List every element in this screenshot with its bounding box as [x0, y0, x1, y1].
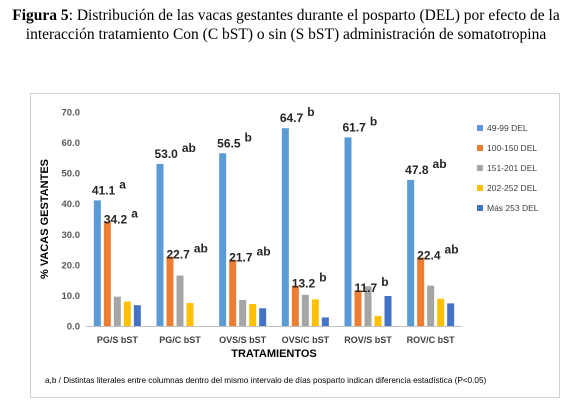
- legend-label: 49-99 DEL: [487, 123, 528, 133]
- data-label-value: 11.7: [355, 281, 378, 295]
- chart-frame: [30, 93, 560, 398]
- y-tick-label: 60.0: [62, 138, 81, 149]
- bar: [133, 305, 141, 326]
- bar: [239, 300, 247, 326]
- bar: [123, 301, 131, 326]
- data-label-value: 56.5: [217, 136, 241, 150]
- significance-letters: b: [370, 114, 377, 128]
- legend-label: Más 253 DEL: [487, 203, 539, 213]
- data-label-value: 22.7: [167, 248, 191, 262]
- y-tick-label: 50.0: [62, 169, 81, 180]
- data-label: 21.7 ab: [229, 245, 270, 265]
- bar: [93, 200, 101, 326]
- bar: [384, 296, 392, 326]
- significance-letters: b: [245, 130, 252, 144]
- bar: [186, 303, 194, 326]
- y-tick-label: 30.0: [62, 230, 81, 241]
- legend-swatch: [477, 205, 483, 211]
- caption-line-2: interacción tratamiento Con (C bST) o si…: [25, 26, 547, 43]
- bar: [166, 256, 174, 326]
- data-label: 13.2 b: [292, 271, 327, 291]
- bar: [311, 299, 319, 326]
- bar: [281, 128, 289, 326]
- data-label: 41.1 a: [92, 177, 126, 197]
- x-tick-label: PG/C bST: [159, 335, 201, 345]
- data-label-value: 21.7: [229, 251, 253, 265]
- data-label: 34.2 a: [104, 206, 138, 226]
- data-label-value: 61.7: [343, 120, 367, 134]
- figure-label: Figura 5: [12, 7, 69, 24]
- y-axis-label: % VACAS GESTANTES: [39, 159, 51, 279]
- bar: [374, 315, 382, 326]
- bar: [156, 163, 164, 326]
- significance-letters: b: [319, 271, 326, 285]
- bar: [354, 290, 362, 326]
- data-label: 22.4 ab: [417, 243, 458, 263]
- significance-letters: ab: [257, 245, 271, 259]
- data-label: 53.0 ab: [155, 141, 196, 161]
- x-tick-label: PG/S bST: [97, 335, 139, 345]
- x-tick-label: ROV/C bST: [407, 335, 456, 345]
- bar: [301, 294, 309, 326]
- data-label-value: 53.0: [155, 147, 179, 161]
- bar: [219, 153, 227, 326]
- significance-letters: ab: [182, 141, 196, 155]
- significance-letters: ab: [433, 157, 447, 171]
- data-label-value: 47.8: [405, 163, 429, 177]
- bar: [229, 259, 237, 326]
- x-tick-label: OVS/C bST: [282, 335, 330, 345]
- y-tick-label: 10.0: [62, 291, 81, 302]
- bar: [103, 221, 111, 326]
- x-axis-label: TRATAMIENTOS: [231, 348, 317, 360]
- legend-label: 151-201 DEL: [487, 163, 537, 173]
- data-label: 11.7 b: [355, 275, 389, 295]
- bar: [417, 257, 425, 326]
- significance-letters: ab: [445, 243, 459, 257]
- bar: [291, 285, 299, 326]
- bar: [259, 308, 267, 326]
- data-label-value: 41.1: [92, 183, 116, 197]
- data-label: 64.7 b: [280, 105, 315, 125]
- significance-letters: ab: [194, 242, 208, 256]
- caption-line-1-text: : Distribución de las vacas gestantes du…: [68, 7, 560, 24]
- bar: [364, 286, 372, 326]
- chart-footnote: a,b / Distintas literales entre columnas…: [45, 376, 486, 385]
- data-label: 56.5 b: [217, 130, 252, 150]
- data-label: 47.8 ab: [405, 157, 446, 177]
- y-tick-label: 70.0: [62, 108, 81, 119]
- y-tick-label: 20.0: [62, 260, 81, 271]
- legend-swatch: [477, 165, 483, 171]
- x-tick-label: OVS/S bST: [219, 335, 267, 345]
- bar: [321, 317, 329, 326]
- legend-label: 202-252 DEL: [487, 183, 537, 193]
- x-tick-label: ROV/S bST: [344, 335, 392, 345]
- caption-line-1: Figura 5: Distribución de las vacas gest…: [0, 6, 572, 25]
- significance-letters: a: [119, 177, 126, 191]
- bar: [344, 137, 352, 326]
- data-label: 61.7 b: [343, 114, 378, 134]
- significance-letters: b: [381, 275, 388, 289]
- legend-swatch: [477, 185, 483, 191]
- legend-label: 100-150 DEL: [487, 143, 537, 153]
- data-label-value: 13.2: [292, 277, 316, 291]
- bar: [176, 275, 184, 326]
- significance-letters: b: [307, 105, 314, 119]
- data-label-value: 64.7: [280, 111, 304, 125]
- y-tick-label: 0.0: [67, 322, 80, 333]
- bar: [437, 298, 445, 326]
- figure-caption: Figura 5: Distribución de las vacas gest…: [0, 6, 572, 44]
- data-label-value: 34.2: [104, 212, 128, 226]
- bar: [407, 179, 415, 326]
- data-label: 22.7 ab: [167, 242, 208, 262]
- bar: [113, 296, 121, 326]
- bar: [427, 285, 435, 326]
- bar: [447, 303, 455, 326]
- bar: [249, 303, 257, 326]
- significance-letters: a: [131, 206, 138, 220]
- data-label-value: 22.4: [417, 249, 441, 263]
- legend-swatch: [477, 145, 483, 151]
- legend-swatch: [477, 125, 483, 131]
- y-tick-label: 40.0: [62, 199, 81, 210]
